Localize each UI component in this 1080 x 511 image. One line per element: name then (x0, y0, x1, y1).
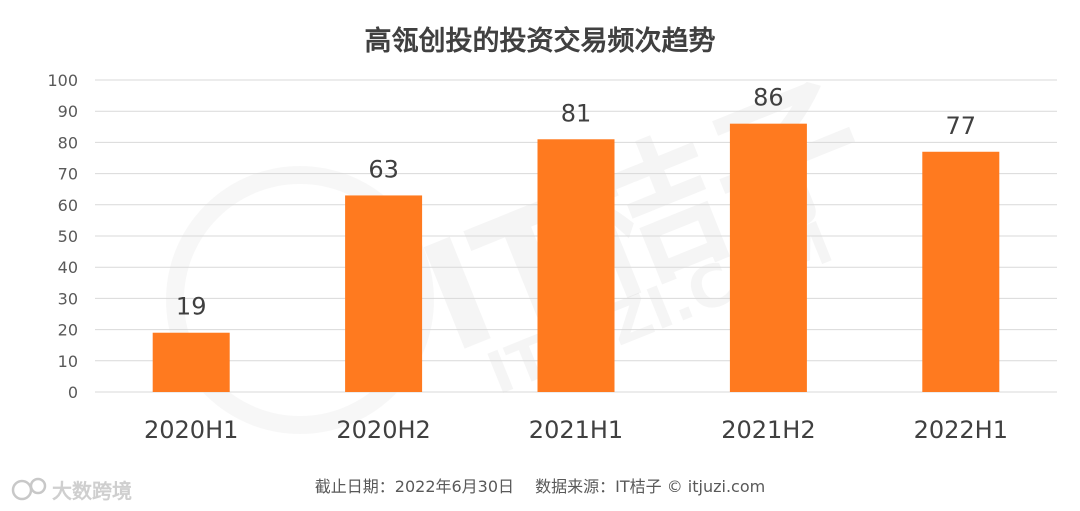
y-tick-label: 90 (58, 102, 78, 121)
y-tick-label: 50 (58, 227, 78, 246)
corner-logo-text: 大数跨境 (52, 479, 132, 503)
x-tick-label-2022H1: 2022H1 (914, 416, 1008, 444)
y-axis-ticks: 0 10 20 30 40 50 60 70 80 90 100 (47, 71, 78, 402)
y-tick-label: 80 (58, 133, 78, 152)
bar-2020H2 (345, 195, 423, 392)
data-label-2020H2: 63 (368, 155, 399, 183)
y-tick-label: 40 (58, 258, 78, 277)
bar-2022H1 (922, 151, 1000, 392)
y-tick-label: 70 (58, 165, 78, 184)
y-tick-label: 20 (58, 321, 78, 340)
x-axis-ticks: 2020H1 2020H2 2021H1 2021H2 2022H1 (144, 416, 1008, 444)
bar-2020H1 (152, 332, 230, 392)
x-tick-label-2020H1: 2020H1 (144, 416, 238, 444)
corner-logo: 大数跨境 (11, 477, 132, 503)
y-tick-label: 60 (58, 196, 78, 215)
y-tick-label: 30 (58, 289, 78, 308)
data-labels: 19 63 81 86 77 (176, 84, 976, 321)
x-tick-label-2020H2: 2020H2 (336, 416, 430, 444)
data-label-2021H2: 86 (753, 84, 784, 112)
bars (152, 123, 1000, 393)
footer-note: 截止日期：2022年6月30日 数据来源：IT桔子 © itjuzi.com (315, 477, 765, 496)
x-tick-label-2021H2: 2021H2 (721, 416, 815, 444)
data-label-2022H1: 77 (946, 112, 977, 140)
bar-2021H2 (729, 123, 807, 393)
y-tick-label: 10 (58, 352, 78, 371)
y-tick-label: 0 (68, 383, 78, 402)
logo-icon (11, 477, 47, 501)
data-label-2021H1: 81 (561, 99, 592, 127)
x-tick-label-2021H1: 2021H1 (529, 416, 623, 444)
data-label-2020H1: 19 (176, 293, 207, 321)
chart-title: 高瓴创投的投资交易频次趋势 (365, 25, 716, 57)
y-tick-label: 100 (47, 71, 78, 90)
bar-2021H1 (537, 139, 615, 392)
